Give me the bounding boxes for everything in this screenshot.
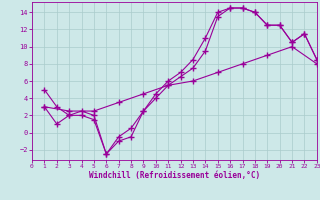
X-axis label: Windchill (Refroidissement éolien,°C): Windchill (Refroidissement éolien,°C) [89,171,260,180]
